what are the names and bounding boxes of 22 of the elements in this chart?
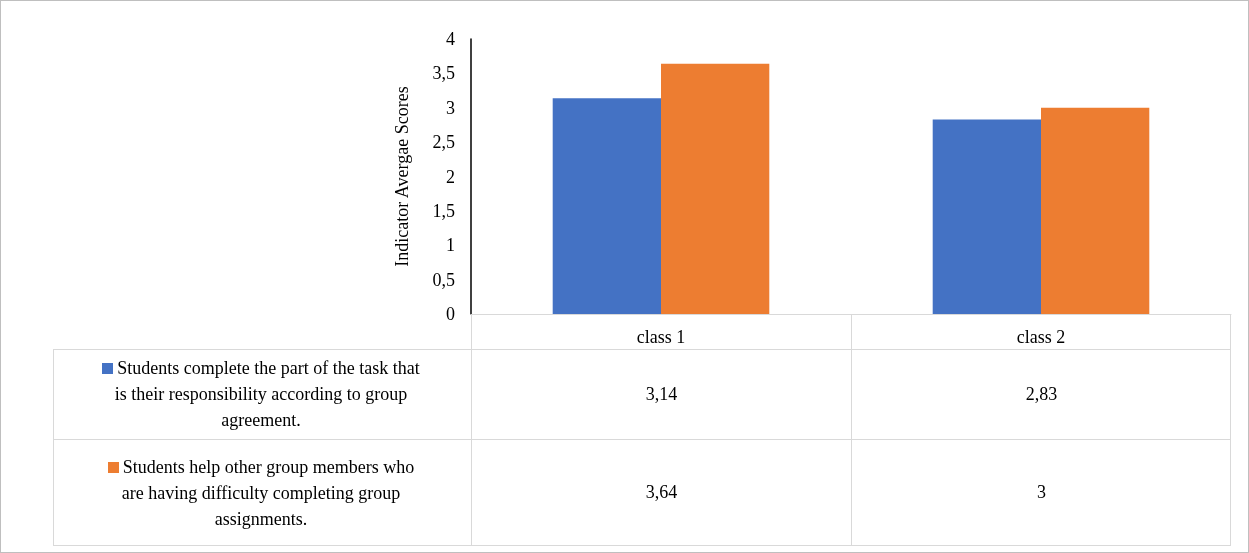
data-label: 3,14 (471, 349, 851, 439)
y-tick-label: 3,5 (432, 63, 455, 84)
x-tick-label: class 2 (1016, 327, 1066, 347)
y-tick-label: 1,5 (432, 200, 455, 221)
y-tick-label: 0 (446, 304, 455, 324)
bar (552, 98, 661, 314)
y-tick-label: 2 (446, 166, 455, 187)
data-label: 3 (851, 439, 1231, 546)
bar (661, 63, 770, 314)
data-label: 3,64 (471, 439, 851, 546)
y-tick-label: 2,5 (432, 132, 455, 153)
y-axis-title: Indicator Avergae Scores (392, 86, 412, 267)
y-tick-label: 0,5 (432, 269, 455, 290)
y-tick-label: 4 (446, 29, 455, 49)
legend-label: Students help other group members who are having difficulty completing group assignments. (121, 456, 415, 529)
x-tick-label: class 1 (636, 327, 686, 347)
bar (1041, 107, 1150, 314)
legend-label: Students complete the part of the task that is their responsibility according to group agreement. (114, 358, 420, 430)
y-tick-label: 3 (446, 97, 455, 118)
y-tick-label: 1 (446, 235, 455, 256)
bar (932, 119, 1041, 314)
data-label: 2,83 (851, 349, 1231, 439)
